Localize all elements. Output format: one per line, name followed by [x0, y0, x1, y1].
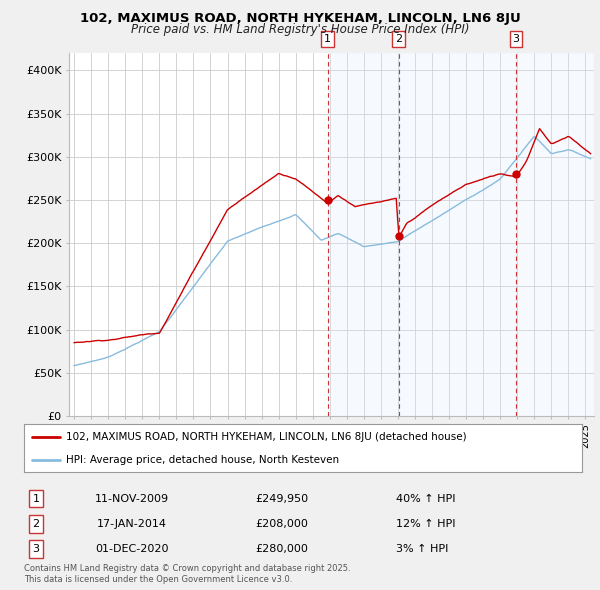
- Text: £208,000: £208,000: [256, 519, 308, 529]
- Bar: [399, 53, 516, 416]
- Text: 3: 3: [512, 34, 520, 44]
- Text: 2: 2: [395, 34, 403, 44]
- Text: £280,000: £280,000: [256, 545, 308, 554]
- Text: HPI: Average price, detached house, North Kesteven: HPI: Average price, detached house, Nort…: [66, 455, 339, 465]
- Text: 40% ↑ HPI: 40% ↑ HPI: [396, 494, 455, 503]
- Bar: [328, 53, 399, 416]
- Text: 1: 1: [324, 34, 331, 44]
- Text: Contains HM Land Registry data © Crown copyright and database right 2025.: Contains HM Land Registry data © Crown c…: [24, 565, 350, 573]
- Text: 2: 2: [32, 519, 40, 529]
- Text: 3% ↑ HPI: 3% ↑ HPI: [396, 545, 448, 554]
- Text: Price paid vs. HM Land Registry's House Price Index (HPI): Price paid vs. HM Land Registry's House …: [131, 23, 469, 36]
- Text: 17-JAN-2014: 17-JAN-2014: [97, 519, 167, 529]
- Text: 102, MAXIMUS ROAD, NORTH HYKEHAM, LINCOLN, LN6 8JU: 102, MAXIMUS ROAD, NORTH HYKEHAM, LINCOL…: [80, 12, 520, 25]
- Text: This data is licensed under the Open Government Licence v3.0.: This data is licensed under the Open Gov…: [24, 575, 292, 584]
- Text: 11-NOV-2009: 11-NOV-2009: [95, 494, 169, 503]
- Text: 102, MAXIMUS ROAD, NORTH HYKEHAM, LINCOLN, LN6 8JU (detached house): 102, MAXIMUS ROAD, NORTH HYKEHAM, LINCOL…: [66, 432, 466, 442]
- Text: £249,950: £249,950: [256, 494, 308, 503]
- Text: 12% ↑ HPI: 12% ↑ HPI: [396, 519, 455, 529]
- Text: 01-DEC-2020: 01-DEC-2020: [95, 545, 169, 554]
- Text: 1: 1: [32, 494, 40, 503]
- Text: 3: 3: [32, 545, 40, 554]
- Bar: [516, 53, 594, 416]
